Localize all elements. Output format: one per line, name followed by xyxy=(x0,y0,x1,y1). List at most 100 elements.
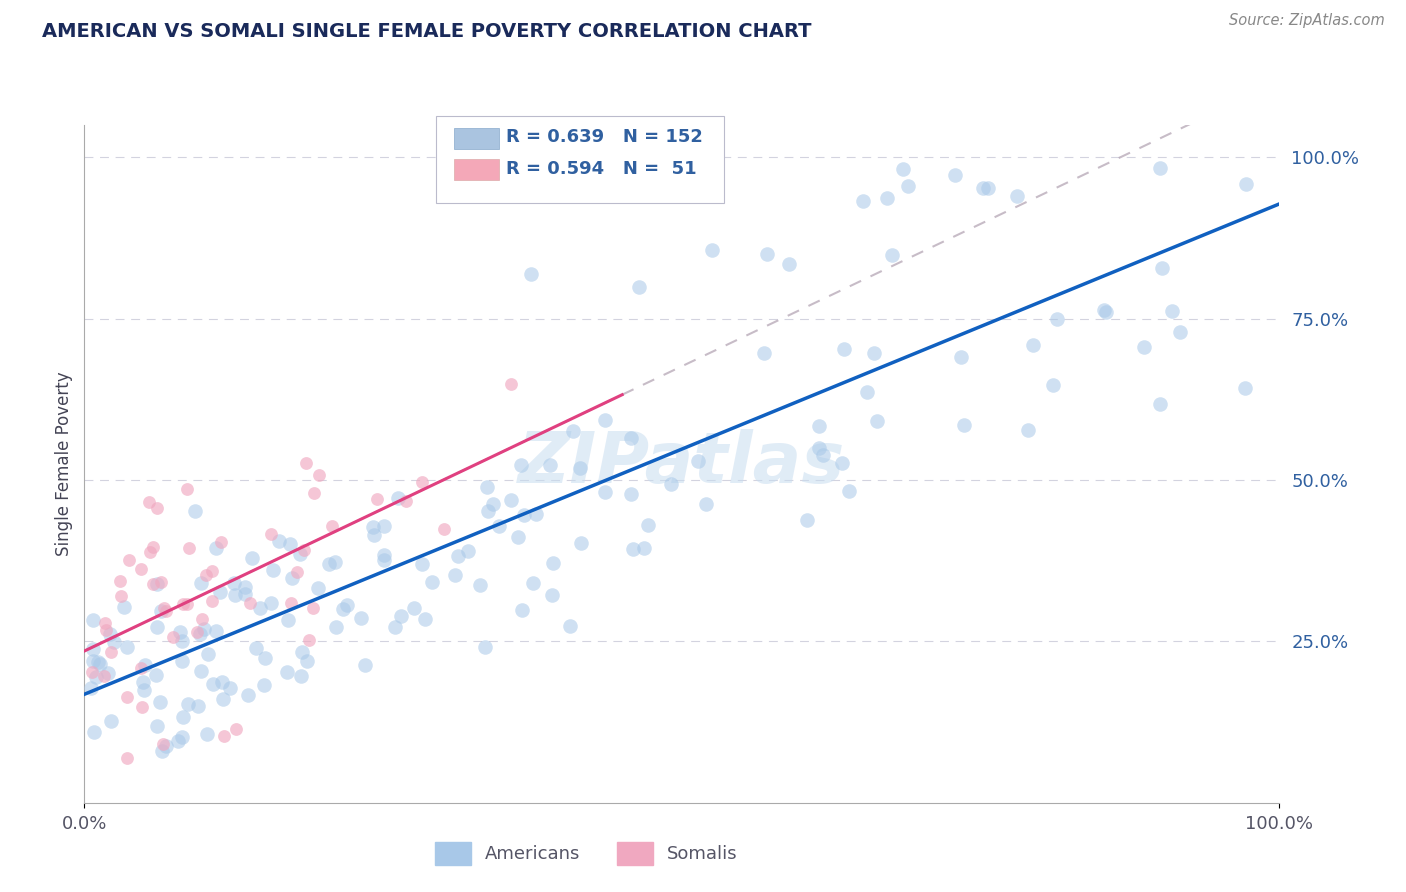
Point xyxy=(1234,178,1257,192)
Point xyxy=(444,568,467,582)
Point xyxy=(167,734,190,748)
Point xyxy=(893,162,915,177)
Point xyxy=(702,244,724,258)
Point xyxy=(353,657,375,672)
Point xyxy=(852,194,875,208)
Point xyxy=(659,477,682,491)
Point xyxy=(863,346,886,360)
Point xyxy=(1092,303,1115,318)
Point xyxy=(176,597,198,611)
Point xyxy=(172,710,194,724)
Point xyxy=(834,342,856,356)
Point xyxy=(277,613,299,627)
Point xyxy=(541,589,564,603)
Point xyxy=(524,507,547,521)
Point xyxy=(150,744,173,758)
Point xyxy=(389,609,412,624)
Point xyxy=(172,634,194,648)
Point xyxy=(318,557,340,571)
Point xyxy=(336,598,359,612)
Point xyxy=(197,647,219,661)
Point xyxy=(796,513,818,527)
Point xyxy=(212,692,235,706)
Point xyxy=(778,257,800,271)
Point xyxy=(633,541,655,555)
Point xyxy=(477,504,499,518)
Point xyxy=(131,700,153,714)
Point xyxy=(447,549,470,564)
Point xyxy=(519,267,541,281)
Point xyxy=(522,576,544,591)
Point xyxy=(201,594,224,608)
Point xyxy=(1042,377,1064,392)
Point xyxy=(620,487,643,501)
Point xyxy=(155,604,177,618)
Point xyxy=(325,620,347,634)
Point xyxy=(112,599,135,614)
Point xyxy=(695,497,717,511)
Point xyxy=(366,491,388,506)
Point xyxy=(373,553,395,567)
Point xyxy=(285,565,308,579)
Point xyxy=(291,645,314,659)
Point xyxy=(177,697,200,711)
Point xyxy=(201,677,224,691)
Point xyxy=(361,520,384,534)
Point xyxy=(117,640,139,654)
Point xyxy=(260,527,283,541)
Text: Source: ZipAtlas.com: Source: ZipAtlas.com xyxy=(1229,13,1385,29)
Point xyxy=(94,623,117,637)
Text: AMERICAN VS SOMALI SINGLE FEMALE POVERTY CORRELATION CHART: AMERICAN VS SOMALI SINGLE FEMALE POVERTY… xyxy=(42,22,811,41)
Point xyxy=(93,669,115,683)
Point xyxy=(1045,312,1067,326)
Y-axis label: Single Female Poverty: Single Female Poverty xyxy=(55,372,73,556)
Point xyxy=(501,493,523,508)
Point xyxy=(269,533,291,548)
Point xyxy=(132,683,155,698)
Point xyxy=(98,627,121,641)
Point xyxy=(290,669,312,683)
Point xyxy=(245,640,267,655)
Point xyxy=(321,519,343,533)
Point xyxy=(952,418,974,433)
Point xyxy=(86,670,108,684)
Point xyxy=(686,454,709,468)
Point xyxy=(170,730,193,744)
Point xyxy=(152,737,174,751)
Point xyxy=(295,655,318,669)
Point xyxy=(363,528,385,542)
Point xyxy=(1168,326,1191,340)
Point xyxy=(260,596,283,610)
Point xyxy=(184,504,207,518)
Point xyxy=(249,601,271,615)
Point xyxy=(110,589,132,603)
Point xyxy=(82,654,104,668)
Point xyxy=(468,578,491,592)
Point xyxy=(82,642,104,657)
Point xyxy=(488,519,510,533)
Point xyxy=(118,553,141,567)
Point xyxy=(169,624,191,639)
Point xyxy=(146,719,169,733)
Point xyxy=(637,518,659,533)
Point xyxy=(176,483,198,497)
Point xyxy=(276,665,298,679)
Point xyxy=(179,541,201,556)
Point xyxy=(142,540,165,554)
Point xyxy=(97,665,120,680)
Point xyxy=(373,518,395,533)
Point xyxy=(145,667,167,681)
Point xyxy=(301,601,323,615)
Point xyxy=(1149,161,1171,175)
Point xyxy=(945,168,967,182)
Point xyxy=(100,644,122,658)
Point xyxy=(561,424,583,438)
Point xyxy=(509,458,531,473)
Point xyxy=(149,574,172,589)
Point xyxy=(755,246,778,260)
Point xyxy=(152,601,174,615)
Point xyxy=(195,567,218,582)
Point xyxy=(190,576,212,591)
Point xyxy=(294,456,316,470)
Point xyxy=(513,508,536,522)
